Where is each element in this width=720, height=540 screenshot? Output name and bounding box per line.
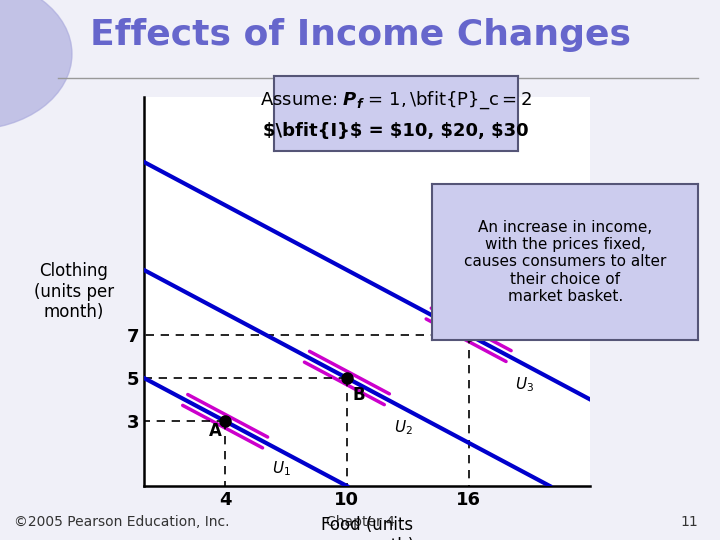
Text: ©2005 Pearson Education, Inc.: ©2005 Pearson Education, Inc. [14,515,230,529]
Text: $U_3$: $U_3$ [516,375,534,394]
Text: A: A [209,422,222,440]
Text: An increase in income,
with the prices fixed,
causes consumers to alter
their ch: An increase in income, with the prices f… [464,220,667,304]
Text: Assume: $\bfit{P}_f$ = $1,   $\bfit{P}_c$ = $2: Assume: $\bfit{P}_f$ = $1, $\bfit{P}_c$ … [260,89,532,111]
Circle shape [0,0,72,130]
Text: $U_1$: $U_1$ [272,459,291,478]
Text: Chapter 4: Chapter 4 [325,515,395,529]
Text: $\bfit{I}$ = $10, $20, $30: $\bfit{I}$ = $10, $20, $30 [264,122,528,140]
Text: B: B [353,386,366,403]
X-axis label: Food (units
per month): Food (units per month) [320,516,414,540]
Text: 11: 11 [680,515,698,529]
Text: D: D [479,319,492,336]
Text: $U_2$: $U_2$ [394,418,413,437]
Text: Effects of Income Changes: Effects of Income Changes [89,18,631,52]
Y-axis label: Clothing
(units per
month): Clothing (units per month) [34,262,114,321]
